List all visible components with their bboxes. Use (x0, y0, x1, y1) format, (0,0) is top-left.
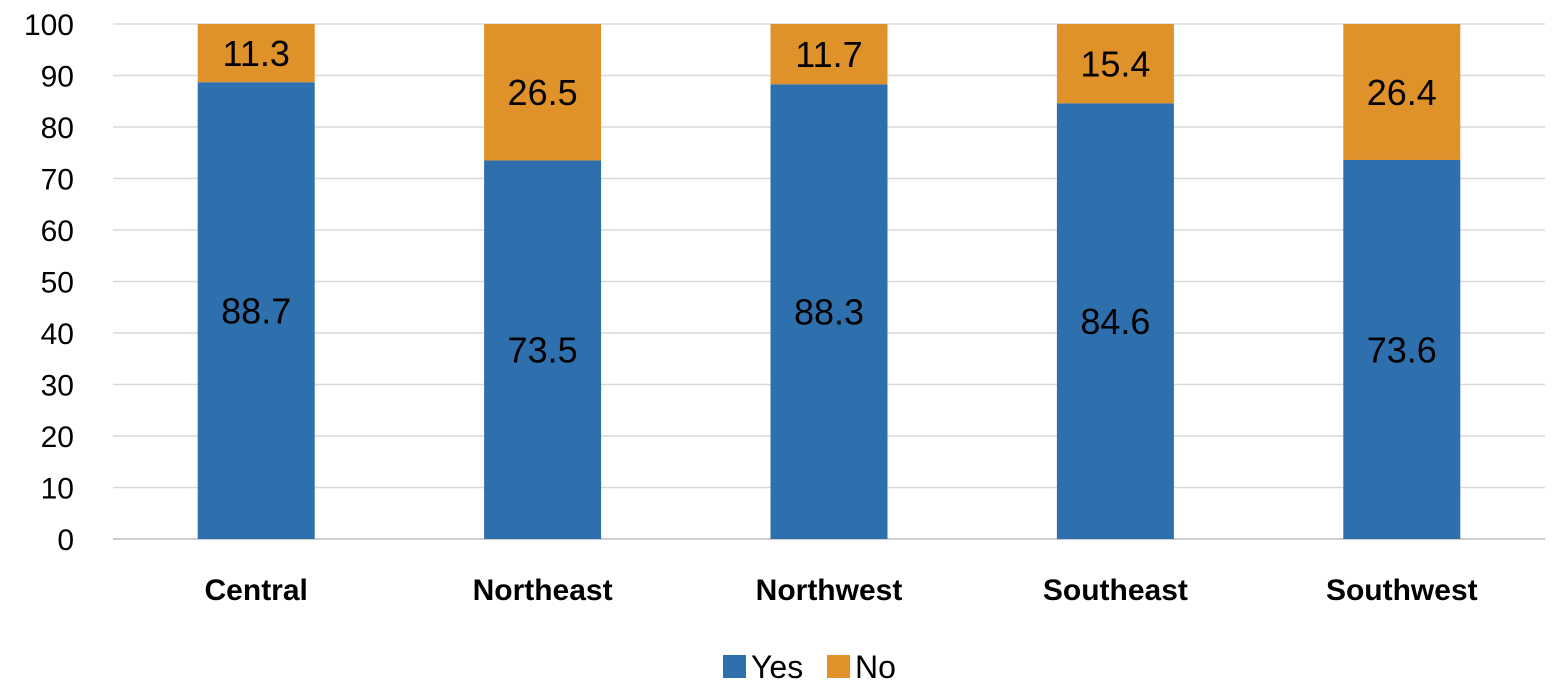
x-tick-label-northeast: Northeast (473, 574, 613, 607)
y-axis: 0 10 20 30 40 50 60 70 80 90 100 (24, 9, 74, 557)
x-axis: Central Northeast Northwest Southeast Southw… (205, 574, 1478, 607)
y-tick-label: 80 (41, 112, 74, 145)
legend: Yes No (723, 649, 896, 685)
data-label-no-southwest: 26.4 (1367, 72, 1437, 113)
legend-swatch-yes (723, 655, 746, 678)
data-label-yes-northwest: 88.3 (794, 292, 864, 333)
data-label-no-northeast: 26.5 (508, 72, 578, 113)
y-tick-label: 50 (41, 267, 74, 300)
x-tick-label-southeast: Southeast (1043, 574, 1188, 607)
data-label-yes-central: 88.7 (221, 291, 291, 332)
y-tick-label: 20 (41, 421, 74, 454)
legend-label-no: No (855, 649, 896, 685)
y-tick-label: 90 (41, 61, 74, 94)
y-tick-label: 100 (24, 9, 74, 42)
y-tick-label: 70 (41, 164, 74, 197)
y-tick-label: 30 (41, 370, 74, 403)
legend-swatch-no (827, 655, 850, 678)
legend-label-yes: Yes (751, 649, 803, 685)
y-tick-label: 60 (41, 215, 74, 248)
y-tick-label: 40 (41, 318, 74, 351)
y-tick-label: 0 (57, 524, 74, 557)
x-tick-label-southwest: Southwest (1326, 574, 1478, 607)
data-label-yes-northeast: 73.5 (508, 330, 578, 371)
data-label-yes-southwest: 73.6 (1367, 329, 1437, 370)
data-label-no-central: 11.3 (222, 33, 289, 74)
x-tick-label-northwest: Northwest (756, 574, 903, 607)
y-tick-label: 10 (41, 473, 74, 506)
data-label-no-southeast: 15.4 (1080, 44, 1150, 85)
data-label-yes-southeast: 84.6 (1080, 301, 1150, 342)
x-tick-label-central: Central (205, 574, 308, 607)
data-label-no-northwest: 11.7 (795, 34, 862, 75)
